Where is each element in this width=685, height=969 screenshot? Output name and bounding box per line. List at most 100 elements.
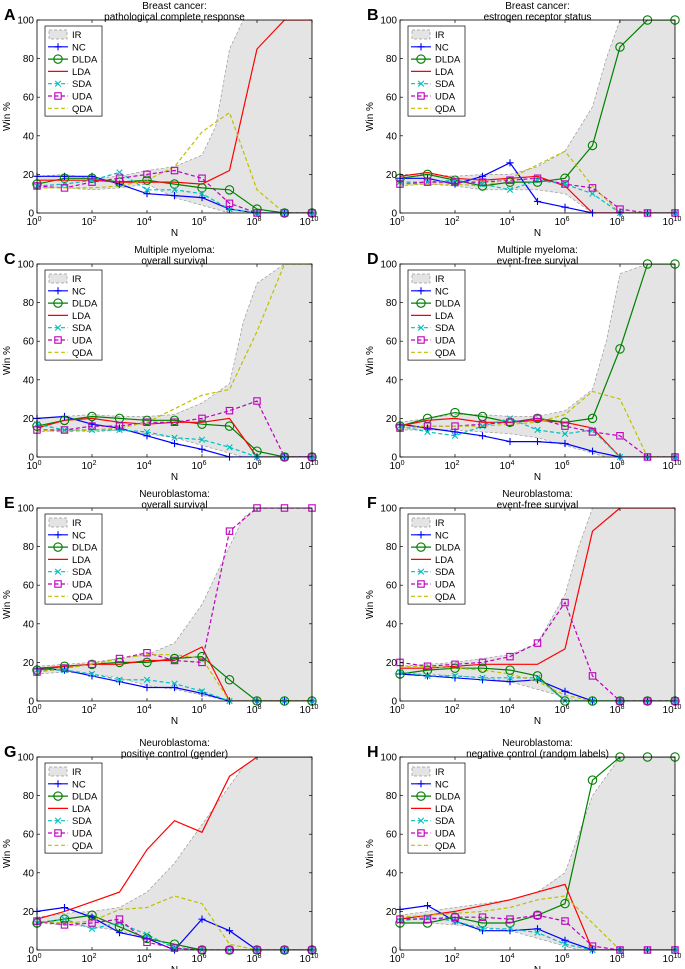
marker-sda	[61, 915, 68, 923]
x-tick-label: 1010	[663, 704, 682, 716]
x-axis-label: N	[534, 228, 541, 239]
chart-title-line2: event-free survival	[497, 256, 579, 267]
y-tick-label: 100	[17, 753, 34, 764]
x-tick-label: 100	[26, 460, 41, 472]
series-line-qda	[37, 264, 312, 433]
marker-dlda	[87, 173, 97, 184]
legend-marker-sda	[417, 817, 425, 824]
marker-uda	[88, 178, 96, 186]
marker-sda	[534, 929, 541, 936]
marker-dlda	[169, 415, 180, 426]
y-tick-label: 80	[23, 542, 35, 553]
y-tick-label: 40	[23, 375, 35, 386]
marker-dlda	[450, 663, 460, 673]
marker-sda	[506, 925, 514, 932]
chart-title-line1: Multiple myeloma:	[497, 245, 578, 256]
axes-box	[399, 507, 676, 702]
y-axis-label: Win %	[2, 346, 13, 375]
x-tick-label: 104	[499, 216, 514, 228]
y-tick-label: 80	[386, 791, 398, 802]
marker-nc	[60, 903, 69, 912]
legend-label-qda: QDA	[435, 592, 456, 603]
marker-uda	[225, 527, 234, 535]
marker-sda	[61, 180, 68, 188]
panel-letter: C	[4, 251, 16, 268]
marker-dlda	[560, 173, 570, 184]
x-axis-label: N	[171, 472, 178, 483]
chart-title-line2: pathological complete response	[104, 12, 245, 23]
marker-dlda	[587, 775, 598, 785]
marker-uda	[143, 649, 151, 657]
legend-swatch-ir	[48, 29, 68, 40]
series-line-lda	[400, 883, 675, 950]
marker-dlda	[560, 417, 570, 428]
y-tick-label: 40	[386, 868, 398, 879]
panel-letter: B	[367, 7, 379, 24]
y-tick-label: 0	[391, 453, 397, 464]
legend-label-dlda: DLDA	[72, 299, 98, 310]
x-axis-label: N	[171, 965, 178, 969]
marker-dlda	[59, 173, 70, 184]
marker-uda	[170, 656, 179, 665]
marker-sda	[479, 180, 486, 188]
y-tick-label: 40	[23, 619, 35, 630]
axes-box	[399, 756, 676, 951]
marker-sda	[143, 428, 151, 436]
marker-dlda	[532, 177, 543, 187]
legend-swatch-ir	[411, 517, 431, 528]
axes-box	[36, 19, 313, 214]
x-tick-label: 104	[499, 704, 514, 716]
legend-swatch-ir	[411, 29, 431, 40]
marker-sda	[561, 430, 569, 438]
marker-dlda	[587, 413, 598, 424]
marker-sda	[451, 672, 459, 680]
legend-label-sda: SDA	[72, 567, 92, 578]
marker-dlda	[477, 181, 488, 191]
marker-uda	[225, 199, 234, 208]
marker-dlda	[197, 651, 207, 662]
y-tick-label: 20	[386, 414, 398, 425]
marker-sda	[88, 426, 96, 434]
marker-sda	[506, 186, 514, 194]
marker-nc	[115, 929, 124, 937]
x-tick-label: 102	[81, 216, 96, 228]
marker-dlda	[114, 657, 125, 668]
x-tick-label: 104	[136, 460, 151, 472]
legend-marker-nc	[417, 287, 425, 295]
marker-sda	[143, 931, 151, 938]
x-tick-label: 102	[444, 953, 459, 965]
series-line-qda	[37, 111, 312, 213]
marker-nc	[423, 424, 432, 432]
marker-dlda	[224, 421, 235, 431]
marker-nc	[561, 687, 569, 695]
marker-dlda	[87, 659, 97, 670]
marker-sda	[61, 426, 68, 434]
x-tick-label: 104	[136, 704, 151, 716]
ir-band	[400, 508, 675, 701]
marker-uda	[506, 176, 514, 184]
marker-nc	[561, 203, 569, 211]
y-tick-label: 0	[28, 209, 34, 220]
series-line-uda	[37, 169, 312, 213]
series-line-lda	[37, 757, 312, 920]
marker-sda	[226, 444, 233, 451]
marker-uda	[115, 174, 124, 183]
y-tick-label: 60	[386, 337, 398, 348]
series-line-uda	[37, 918, 312, 950]
marker-uda	[506, 418, 514, 427]
marker-dlda	[224, 185, 235, 195]
marker-dlda	[114, 177, 125, 187]
marker-nc	[143, 683, 151, 692]
marker-dlda	[505, 918, 515, 928]
marker-sda	[171, 434, 178, 441]
legend-label-qda: QDA	[72, 104, 93, 115]
legend-marker-sda	[417, 568, 425, 575]
y-tick-label: 0	[28, 946, 34, 957]
legend-marker-uda	[417, 336, 425, 344]
legend-marker-dlda	[416, 791, 426, 801]
legend-marker-nc	[54, 780, 62, 788]
y-tick-label: 80	[386, 54, 398, 65]
y-tick-label: 80	[23, 298, 35, 309]
chart-title-line2: positive control (gender)	[121, 749, 228, 760]
